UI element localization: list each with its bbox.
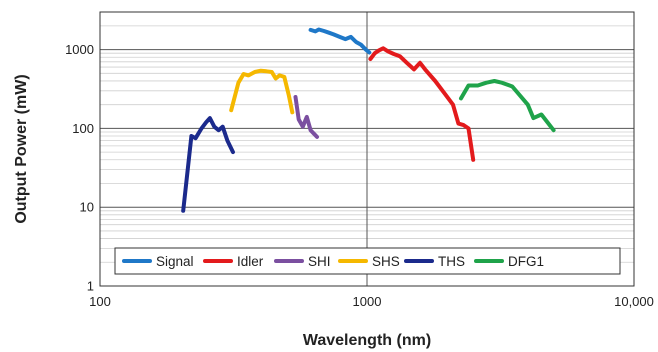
- legend-item-dfg1: DFG1: [474, 254, 544, 269]
- x-tick-label: 10,000: [614, 294, 654, 309]
- series-line-shi: [293, 95, 319, 139]
- x-tick-labels: 100 1000 10,000: [89, 294, 654, 309]
- legend-item-signal: Signal: [122, 254, 194, 269]
- x-axis-title: Wavelength (nm): [303, 332, 431, 349]
- series-line-ths: [181, 116, 235, 213]
- x-tick-label: 1000: [353, 294, 382, 309]
- series-line-idler: [368, 46, 476, 162]
- series-line-signal: [308, 27, 372, 55]
- series-lines: [181, 27, 556, 213]
- series-line-shs: [229, 68, 295, 115]
- y-tick-labels: 1 10 100 1000: [65, 42, 94, 293]
- legend-label: SHS: [372, 254, 400, 269]
- y-axis-title: Output Power (mW): [13, 74, 30, 223]
- y-tick-label: 100: [72, 121, 94, 136]
- legend-item-idler: Idler: [203, 254, 264, 269]
- plot-area-border: [99, 11, 635, 287]
- legend-label: Idler: [237, 254, 264, 269]
- legend-label: THS: [438, 254, 465, 269]
- legend-item-ths: THS: [404, 254, 465, 269]
- series-line-dfg1: [459, 79, 556, 133]
- legend-label: SHI: [308, 254, 331, 269]
- y-tick-label: 10: [80, 200, 94, 215]
- legend-item-shs: SHS: [338, 254, 400, 269]
- y-tick-label: 1: [87, 279, 94, 294]
- legend-item-shi: SHI: [274, 254, 331, 269]
- x-tick-label: 100: [89, 294, 111, 309]
- legend-label: DFG1: [508, 254, 544, 269]
- legend-label: Signal: [156, 254, 194, 269]
- y-tick-label: 1000: [65, 42, 94, 57]
- legend: Signal Idler SHI SHS THS DFG1: [114, 247, 621, 275]
